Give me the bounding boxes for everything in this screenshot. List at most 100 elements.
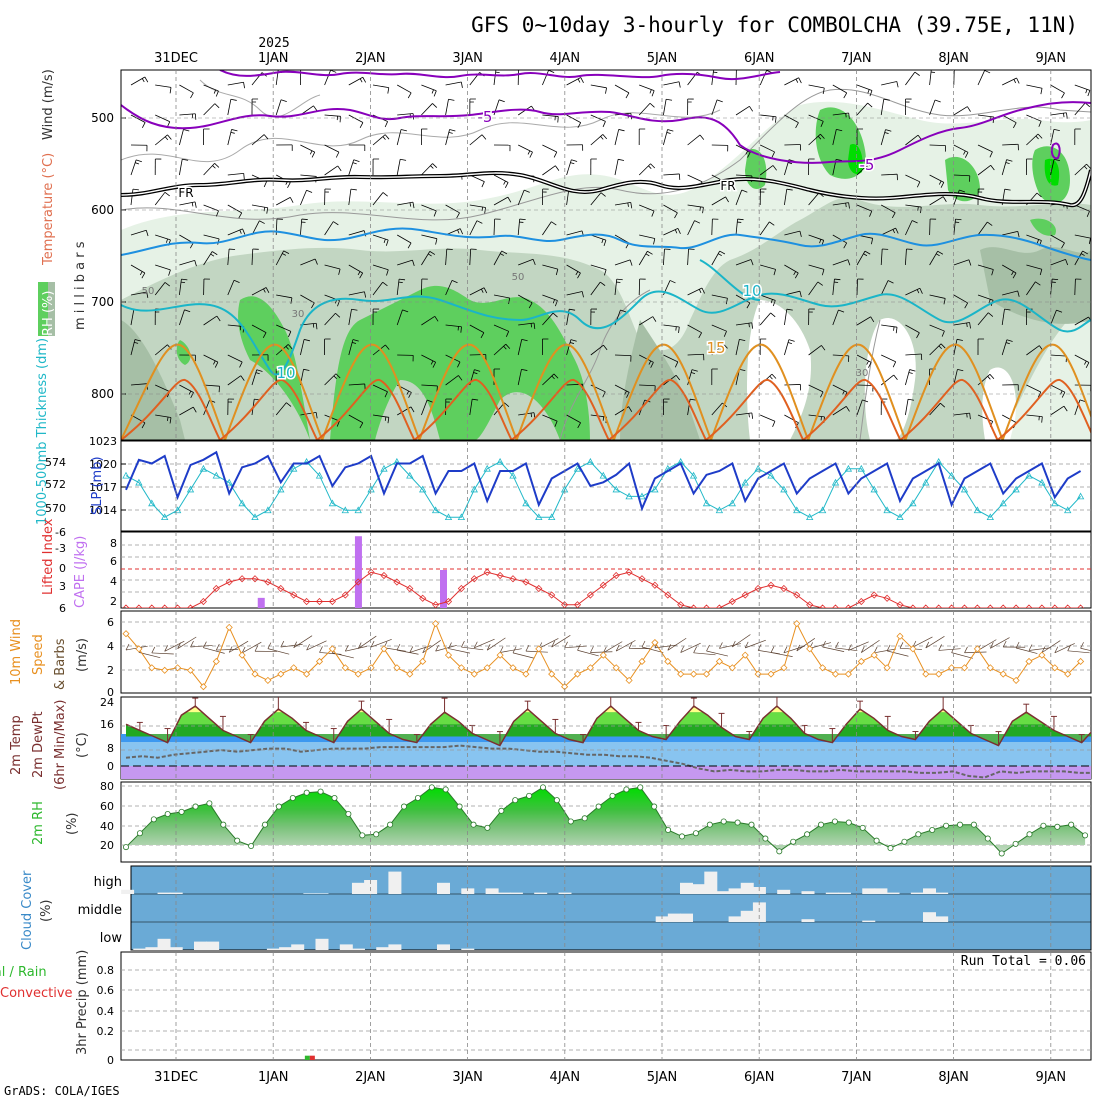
wind-barb-staff <box>929 294 946 299</box>
wind10-barb <box>564 645 587 649</box>
li-marker <box>664 591 672 599</box>
wind-barb-flag <box>385 344 390 350</box>
temp-contour-5 <box>121 227 1091 261</box>
thickness-markers <box>122 457 1085 521</box>
cloud-bar-high <box>886 892 900 894</box>
rh-marker <box>234 837 241 844</box>
wind-barb-flag <box>457 361 461 368</box>
wind-barb-flag <box>843 92 848 99</box>
wind-barb-flag <box>507 196 512 203</box>
thickness-marker <box>135 478 143 486</box>
wind-barb-staff <box>832 129 837 146</box>
li-marker <box>522 578 530 586</box>
wind-barb-flag <box>557 116 559 123</box>
wind-barb-staff <box>590 134 604 146</box>
wind10-barb-flag <box>1041 646 1046 653</box>
cape-tick-label: 6 <box>110 555 117 568</box>
wind-barb-flag <box>1061 242 1065 249</box>
wind-barb-staff <box>179 406 194 416</box>
wind-barb-flag <box>956 338 963 341</box>
wind10-barb-flag <box>964 646 968 653</box>
wind-barb-flag <box>289 197 294 203</box>
cloud-bar-low <box>206 941 220 950</box>
wind-barb-staff <box>614 84 630 94</box>
ten-label-2: 10 <box>742 282 761 300</box>
wind-barb-flag <box>533 322 536 330</box>
wind-marker <box>367 664 375 672</box>
li-marker <box>432 601 440 608</box>
wind10-barb <box>306 640 327 651</box>
thickness-marker <box>522 499 530 507</box>
thickness-marker <box>483 464 491 472</box>
wind-barb-flag <box>263 288 266 293</box>
rh-marker <box>984 835 991 842</box>
wind-barb-staff <box>905 399 909 416</box>
wind-barb-flag <box>1012 122 1017 129</box>
wind-barb-staff <box>808 264 825 270</box>
wind-barb-flag <box>180 281 186 284</box>
li-marker <box>819 604 827 608</box>
wind-barb-flag <box>1040 88 1043 95</box>
wind-barb-flag <box>650 163 656 169</box>
rh50-label-1: 50 <box>142 286 155 297</box>
wind-barb-staff <box>421 354 436 363</box>
wind10-barb-flag <box>770 646 775 653</box>
axis-tick-label: 1020 <box>89 458 117 471</box>
cloud-bar-high <box>558 892 572 894</box>
bottom-day-label: 3JAN <box>452 1070 483 1085</box>
wind-marker <box>522 670 530 678</box>
rh-dark-patch-3 <box>980 247 1091 324</box>
wind-barb-flag <box>460 81 463 88</box>
wind-barb-staff <box>372 84 389 89</box>
wind-barb-staff <box>759 70 767 86</box>
wind-marker <box>1025 657 1033 666</box>
wind10-barb-flag <box>822 640 826 648</box>
thickness-marker <box>251 513 259 521</box>
wind-barb-staff <box>154 344 168 356</box>
precip-ticks: 0.8 0.6 0.4 0.2 0 <box>97 964 115 1067</box>
upper-wind-barbs <box>130 70 1091 429</box>
wind-marker <box>793 620 801 628</box>
wind-barb-flag <box>600 136 604 140</box>
thickness-marker <box>535 513 543 521</box>
wind-barb-flag <box>1005 162 1010 164</box>
wind-barb-flag <box>240 375 245 381</box>
wind-barb-flag <box>1006 339 1013 342</box>
thickness-marker <box>922 478 930 486</box>
wind10-barb-flag <box>835 641 839 649</box>
wind10-barb-flag <box>989 642 994 649</box>
wind-barb-flag <box>1084 165 1088 170</box>
wind-barb-staff <box>881 204 896 214</box>
wind-barb-staff <box>421 163 433 176</box>
wind-barb-flag <box>505 343 511 349</box>
wind-barb-staff <box>614 259 631 266</box>
thickness-marker <box>161 513 169 521</box>
cloud-bar-high <box>910 892 924 894</box>
wind-barb-staff <box>735 105 750 116</box>
cloud-bar-middle <box>862 920 876 922</box>
rh-marker <box>915 831 922 838</box>
wind-barb-flag <box>282 253 286 256</box>
wind-barb-flag <box>238 212 243 219</box>
li-marker <box>651 581 659 589</box>
wind-barb-flag <box>351 308 358 311</box>
rh-marker <box>248 843 255 850</box>
wind-barb-flag <box>184 309 191 313</box>
wind-barb-flag <box>799 230 802 238</box>
li-marker <box>909 604 917 608</box>
cloud-bar-high <box>801 891 815 894</box>
temp-tick-label: 8 <box>107 742 114 755</box>
wind-barb-staff <box>1074 316 1089 326</box>
slp-ticks: 1023 1020 1017 1014 574 572 570 <box>45 435 126 517</box>
wind-barb-flag <box>410 406 415 413</box>
wind-barb-staff <box>203 103 216 116</box>
wind-barb-staff <box>1002 414 1017 423</box>
wind-barb-staff <box>542 221 552 236</box>
wind-barb-flag <box>481 134 487 140</box>
wind-barb-staff <box>953 106 968 116</box>
wind-barb-flag <box>448 132 453 134</box>
temp-contour-10 <box>121 290 1091 376</box>
wind-barb-staff <box>445 81 462 86</box>
wind-barb-flag <box>352 339 359 342</box>
wind-barb-staff <box>493 250 503 266</box>
